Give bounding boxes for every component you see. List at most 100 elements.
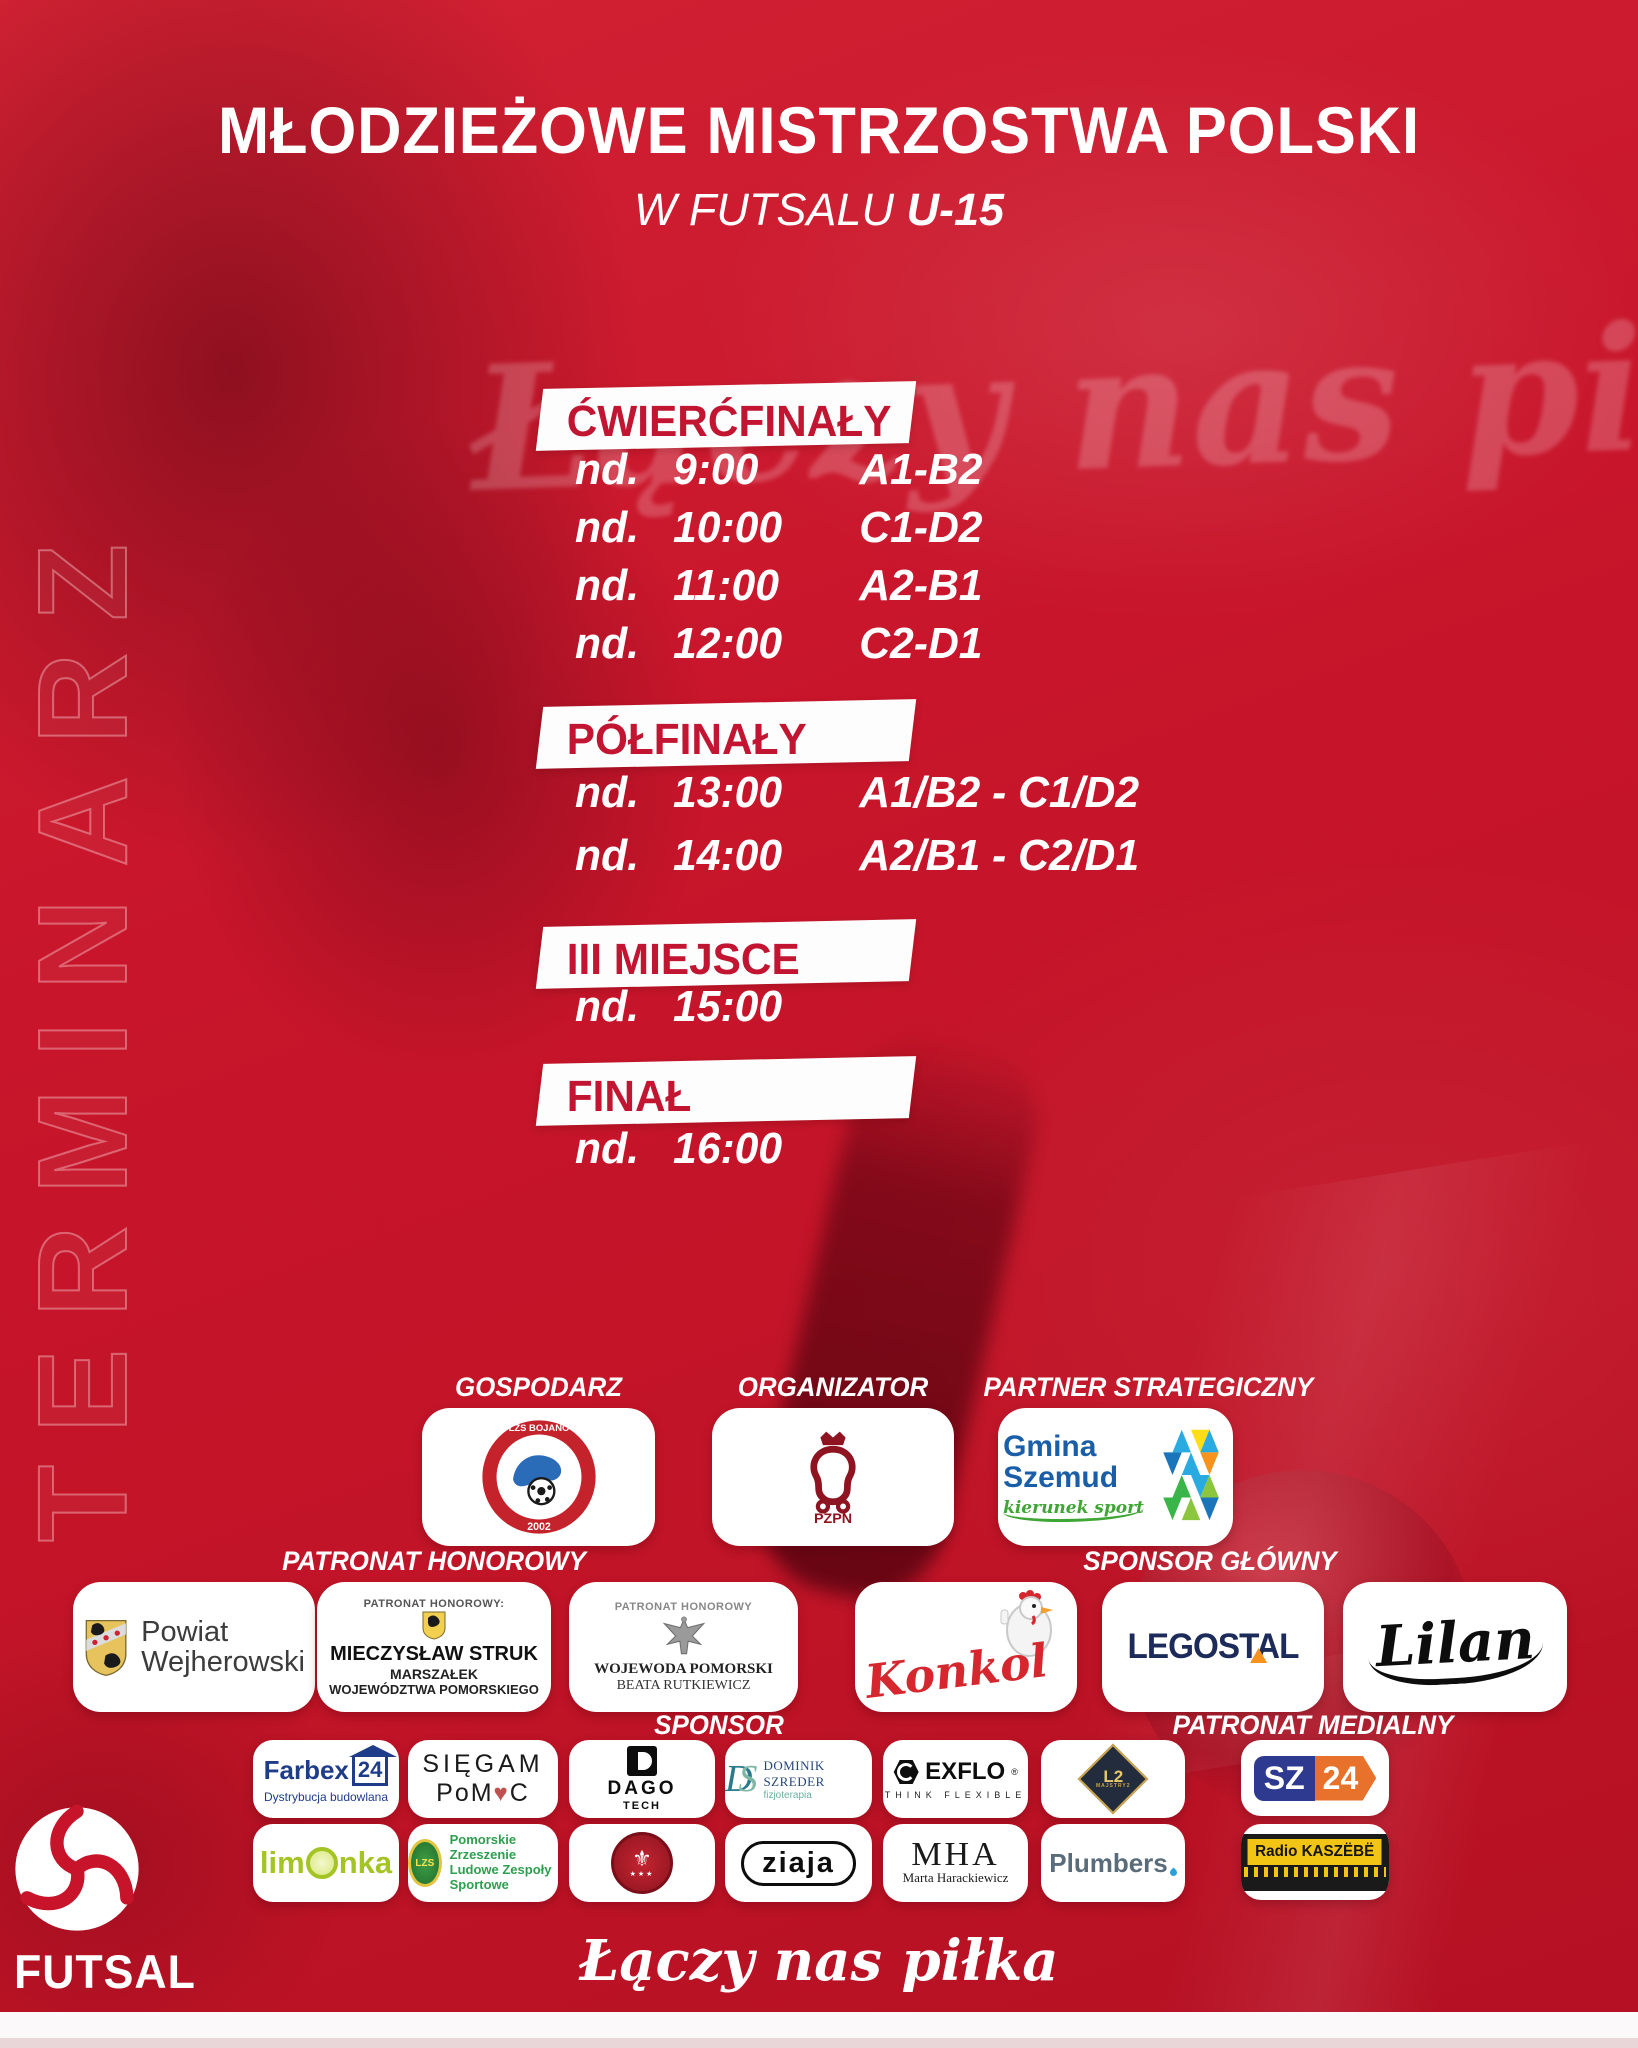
section-banner-semifinals: PÓŁFINAŁY	[535, 699, 917, 769]
match-day: nd.	[575, 445, 640, 494]
schedule-row: nd. 12:00 C2-D1	[575, 619, 1332, 669]
section-banner-quarterfinals: ĆWIERĆFINAŁY	[535, 381, 917, 451]
konkol-logo-text: Konkol	[862, 1633, 1051, 1709]
polish-eagle-icon	[662, 1616, 705, 1654]
label-honorary: PATRONAT HONOROWY	[282, 1546, 586, 1576]
honorary-card-marszalek: PATRONAT HONOROWY: MIECZYSŁAW STRUK MARS…	[317, 1582, 551, 1712]
radio-kaszebe-logo: Radio KASZËBË	[1241, 1833, 1389, 1891]
sponsor-card-exflo: EXFLO ® THINK FLEXIBLE	[883, 1740, 1028, 1818]
farbex-subtitle: Dystrybucja budowlana	[263, 1789, 389, 1804]
wojewoda-person: BEATA RUTKIEWICZ	[616, 1677, 751, 1693]
pomorskie-crest-icon	[422, 1611, 446, 1640]
wojewoda-name: WOJEWODA POMORSKI	[594, 1660, 773, 1677]
match-time: 15:00	[672, 982, 783, 1031]
match-time: 12:00	[672, 619, 783, 668]
siegam-line2a: PoM	[436, 1779, 494, 1807]
sponsor-card-siegam-pomoc: SIĘGAM PoM♥C	[408, 1740, 558, 1818]
lzs-crest-icon: LZS	[408, 1839, 442, 1887]
sz24-sz-block: SZ	[1253, 1755, 1315, 1801]
sponsor-card-limonka: lim nka	[253, 1824, 399, 1902]
mha-name: MHA	[911, 1835, 1000, 1873]
schedule-row: nd. 11:00 A2-B1	[575, 561, 1332, 611]
lilan-logo-text: Lilan	[1365, 1605, 1545, 1689]
powiat-name-line2: Wejherowski	[141, 1646, 305, 1678]
lzs-bojano-name: LZS BOJANO	[508, 1422, 569, 1433]
organizer-card-pzpn: PZPN	[712, 1408, 954, 1546]
match-day: nd.	[575, 982, 640, 1031]
label-strategic-partner: PARTNER STRATEGICZNY	[983, 1372, 1314, 1402]
strategic-card-gmina-szemud: Gmina Szemud kierunek sport	[998, 1408, 1233, 1546]
gmina-tagline: kierunek sport	[1003, 1498, 1144, 1522]
schedule-row: nd. 10:00 C1-D2	[575, 503, 1332, 553]
radio-kaszebe-base	[1244, 1876, 1386, 1891]
ds-monogram-d: D	[725, 1757, 753, 1800]
match-pairing: C1-D2	[859, 503, 983, 552]
honorary-pre-text: PATRONAT HONOROWY:	[363, 1597, 505, 1610]
label-sponsor: SPONSOR	[654, 1710, 784, 1740]
label-host: GOSPODARZ	[454, 1372, 623, 1402]
powiat-wejherowski-crest-icon	[85, 1619, 127, 1677]
rooster-mascot-icon	[1000, 1590, 1053, 1657]
gmina-name-line2: Szemud	[1003, 1461, 1119, 1494]
sponsor-card-ziaja: ziaja	[725, 1824, 872, 1902]
match-pairing	[859, 1124, 1331, 1174]
gmina-szemud-mosaic-icon	[1163, 1429, 1219, 1521]
sponsor-card-lilan: Lilan	[1343, 1582, 1567, 1712]
powiat-name-line1: Powiat	[141, 1615, 229, 1648]
ds-monogram-s: S	[738, 1757, 758, 1800]
futsal-ball-icon	[15, 1804, 139, 1931]
l2-diamond-icon: L2 MAJSTRY2	[1077, 1743, 1149, 1815]
exflo-name: EXFLO	[925, 1758, 1006, 1785]
ds-monogram-icon: DS	[725, 1760, 757, 1798]
radio-kaszebe-ticker	[1244, 1866, 1386, 1877]
section-banner-third-place: III MIEJSCE	[535, 919, 917, 989]
legostal-word: LEGOSTAL	[1127, 1627, 1300, 1666]
limonka-text-b: nka	[338, 1845, 393, 1880]
legostal-orange-triangle-icon	[1250, 1648, 1268, 1663]
media-card-radio-kaszebe: Radio KASZËBË	[1241, 1824, 1389, 1900]
page-title: MŁODZIEŻOWE MISTRZOSTWA POLSKI	[217, 93, 1420, 167]
footer-slogan: Łączy nas piłka	[579, 1928, 1059, 1994]
match-time: 11:00	[672, 561, 779, 610]
dago-name: DAGO	[607, 1778, 677, 1799]
section-title: FINAŁ	[566, 1071, 692, 1121]
section-title: PÓŁFINAŁY	[566, 714, 807, 764]
match-day: nd.	[575, 503, 640, 552]
sz24-24-arrow: 24	[1314, 1755, 1377, 1801]
sponsor-card-lzs-pomorskie: LZS Pomorskie Zrzeszenie Ludowe Zespoły …	[408, 1824, 558, 1902]
match-time: 13:00	[672, 768, 783, 817]
limonka-text-a: lim	[259, 1845, 305, 1880]
sponsor-card-plumbers: Plumbers	[1041, 1824, 1185, 1902]
lzs-line2: Ludowe Zespoły Sportowe	[449, 1862, 552, 1892]
siegam-line2b: C	[509, 1779, 530, 1807]
label-media-patronage: PATRONAT MEDIALNY	[1172, 1710, 1454, 1740]
siegam-line1: SIĘGAM	[422, 1750, 544, 1778]
sponsor-card-farbex24: Farbex 24 Dystrybucja budowlana	[253, 1740, 399, 1818]
lzs-line1: Pomorskie Zrzeszenie	[449, 1832, 517, 1863]
honorary-card-wojewoda: PATRONAT HONOROWY WOJEWODA POMORSKI BEAT…	[569, 1582, 798, 1712]
exflo-registered-mark: ®	[1011, 1767, 1018, 1777]
dago-subtitle: TECH	[623, 1800, 661, 1812]
farbex-24-house: 24	[348, 1744, 398, 1786]
gmina-name-line1: Gmina	[1003, 1430, 1097, 1464]
dago-d-icon	[627, 1746, 657, 1776]
plumbers-name: Plumbers	[1049, 1847, 1168, 1878]
mha-subtitle: Marta Harackiewicz	[902, 1870, 1009, 1886]
szreder-subtitle: fizjoterapia	[763, 1789, 812, 1801]
heart-icon: ♥	[493, 1780, 510, 1807]
section-title: ĆWIERĆFINAŁY	[566, 396, 892, 446]
marszalek-name: MIECZYSŁAW STRUK	[330, 1642, 538, 1665]
ziaja-logo-text: ziaja	[741, 1840, 856, 1886]
subtitle-category: U-15	[906, 184, 1005, 235]
terminarz-watermark: TERMINARZ	[11, 511, 154, 1543]
schedule-row: nd. 9:00 A1-B2	[575, 445, 1332, 495]
sponsor-card-dominik-szreder: DS DOMINIK SZREDER fizjoterapia	[725, 1740, 872, 1818]
honorary-pre-text: PATRONAT HONOROWY	[614, 1600, 753, 1613]
futsal-wordmark: FUTSAL	[14, 1945, 196, 1998]
l2-subtitle: MAJSTRY2	[1095, 1783, 1131, 1790]
match-time: 9:00	[672, 445, 759, 494]
exflo-hexagon-icon	[893, 1760, 919, 1784]
sponsor-card-pzpn-pomorski: ⚜ ★★★	[569, 1824, 715, 1902]
subtitle-light: W FUTSALU	[633, 184, 894, 235]
